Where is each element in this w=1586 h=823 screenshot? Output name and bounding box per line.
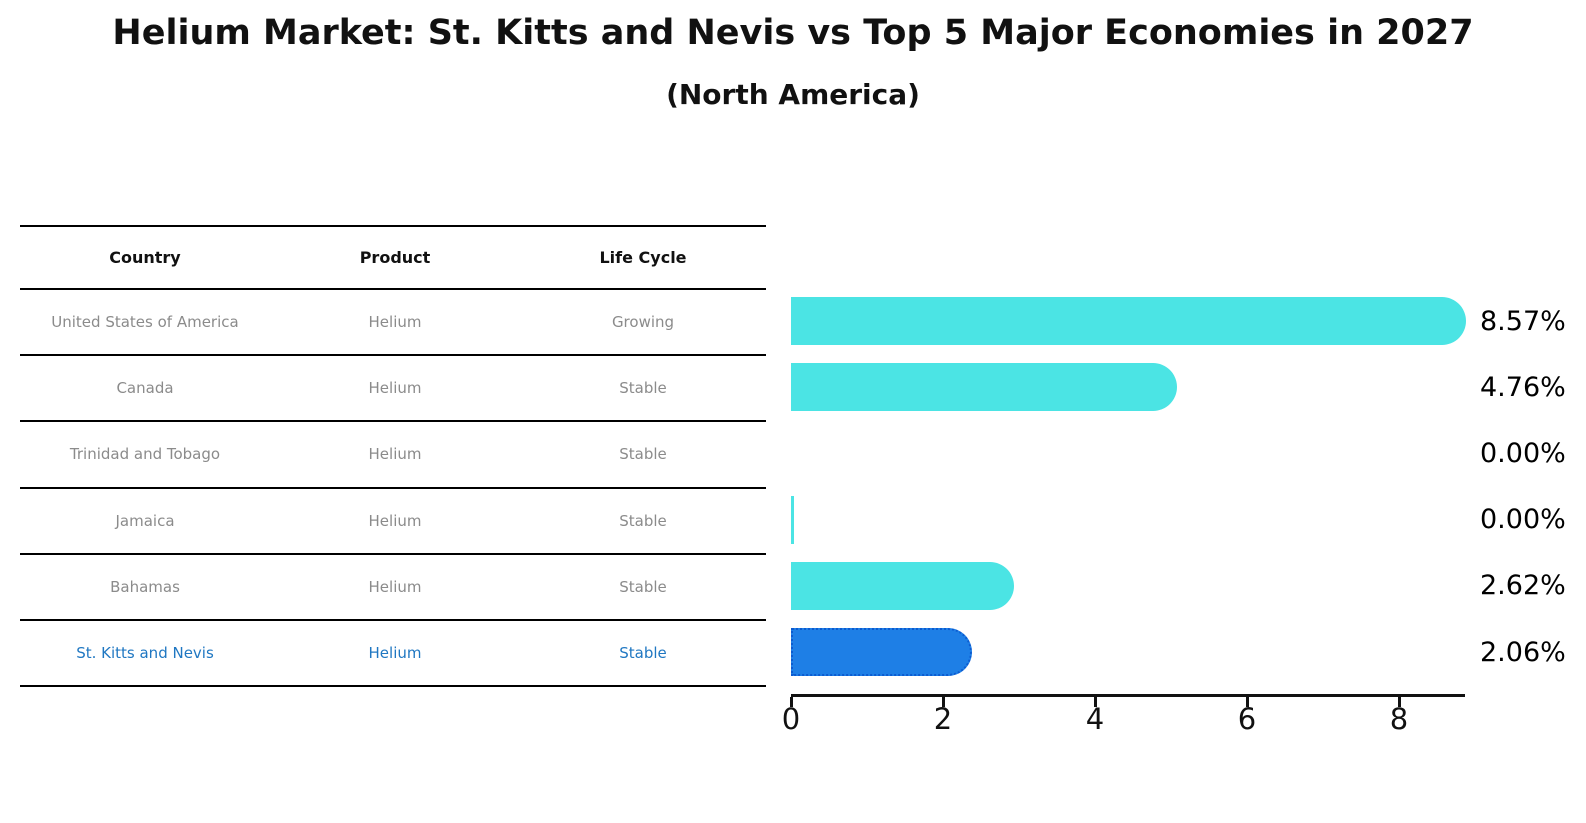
cell-product: Helium xyxy=(368,313,422,332)
cell-life-cycle: Stable xyxy=(619,577,667,596)
bar-value-label: 2.06% xyxy=(1480,636,1566,668)
table-row: Jamaica Helium Stable xyxy=(20,486,766,553)
x-axis-tick-mark xyxy=(942,697,945,707)
bar-value-label: 0.00% xyxy=(1480,437,1566,469)
x-axis-tick-label: 8 xyxy=(1389,702,1409,736)
country-info-table: Country Product Life Cycle United States… xyxy=(20,225,766,688)
bar-chart-area: 8.57% 4.76% 0.00% 0.00% 2.62% 2.06% xyxy=(791,288,1586,686)
cell-country: Jamaica xyxy=(115,511,175,530)
cell-country: Trinidad and Tobago xyxy=(69,445,221,464)
cell-life-cycle: Stable xyxy=(619,379,667,398)
bar-value-label: 4.76% xyxy=(1480,371,1566,403)
cell-life-cycle: Growing xyxy=(611,313,675,332)
header-product: Product xyxy=(359,248,431,267)
cell-life-cycle: Stable xyxy=(619,445,667,464)
cell-product: Helium xyxy=(368,644,422,663)
x-axis-tick-mark xyxy=(1246,697,1249,707)
highlight-bar xyxy=(791,628,972,676)
bar-row: 4.76% xyxy=(791,354,1586,420)
bar xyxy=(791,297,1466,345)
chart-title: Helium Market: St. Kitts and Nevis vs To… xyxy=(112,13,1474,53)
table-body: United States of America Helium Growing Can… xyxy=(20,288,766,685)
cell-country: Bahamas xyxy=(110,577,180,596)
table-row: Canada Helium Stable xyxy=(20,354,766,420)
bar xyxy=(791,561,1014,610)
table-row: United States of America Helium Growing xyxy=(20,288,766,354)
x-axis-line xyxy=(791,694,1465,697)
bar-value-label: 0.00% xyxy=(1480,504,1566,536)
table-row: Trinidad and Tobago Helium Stable xyxy=(20,420,766,486)
cell-product: Helium xyxy=(368,511,422,530)
x-axis-tick-mark xyxy=(1094,697,1097,707)
cell-product: Helium xyxy=(368,577,422,596)
cell-country: St. Kitts and Nevis xyxy=(76,644,214,663)
bar xyxy=(791,363,1177,412)
x-axis-tick-label: 0 xyxy=(781,702,801,736)
bar-row: 0.00% xyxy=(791,487,1586,553)
cell-life-cycle: Stable xyxy=(619,511,667,530)
bar xyxy=(791,495,794,544)
x-axis-tick-label: 2 xyxy=(933,702,953,736)
bar-row: 8.57% xyxy=(791,288,1586,354)
header-country: Country xyxy=(109,248,181,267)
cell-country: Canada xyxy=(116,379,174,398)
table-row: St. Kitts and Nevis Helium Stable xyxy=(20,618,766,685)
cell-country: United States of America xyxy=(51,313,239,332)
x-axis-tick-mark xyxy=(790,697,793,707)
x-axis-tick-mark xyxy=(1398,697,1401,707)
chart-subtitle: (North America) xyxy=(666,78,920,111)
x-axis-tick-label: 4 xyxy=(1085,702,1105,736)
cell-life-cycle: Stable xyxy=(619,644,667,663)
bar-value-label: 2.62% xyxy=(1480,570,1566,602)
cell-product: Helium xyxy=(368,379,422,398)
table-header-row: Country Product Life Cycle xyxy=(20,225,766,288)
bar-row: 2.06% xyxy=(791,619,1586,685)
header-life-cycle: Life Cycle xyxy=(599,248,687,267)
table-row: Bahamas Helium Stable xyxy=(20,552,766,619)
cell-product: Helium xyxy=(368,445,422,464)
x-axis-tick-label: 6 xyxy=(1237,702,1257,736)
bar-row: 0.00% xyxy=(791,420,1586,486)
bar-row: 2.62% xyxy=(791,553,1586,619)
bar-value-label: 8.57% xyxy=(1480,305,1566,337)
